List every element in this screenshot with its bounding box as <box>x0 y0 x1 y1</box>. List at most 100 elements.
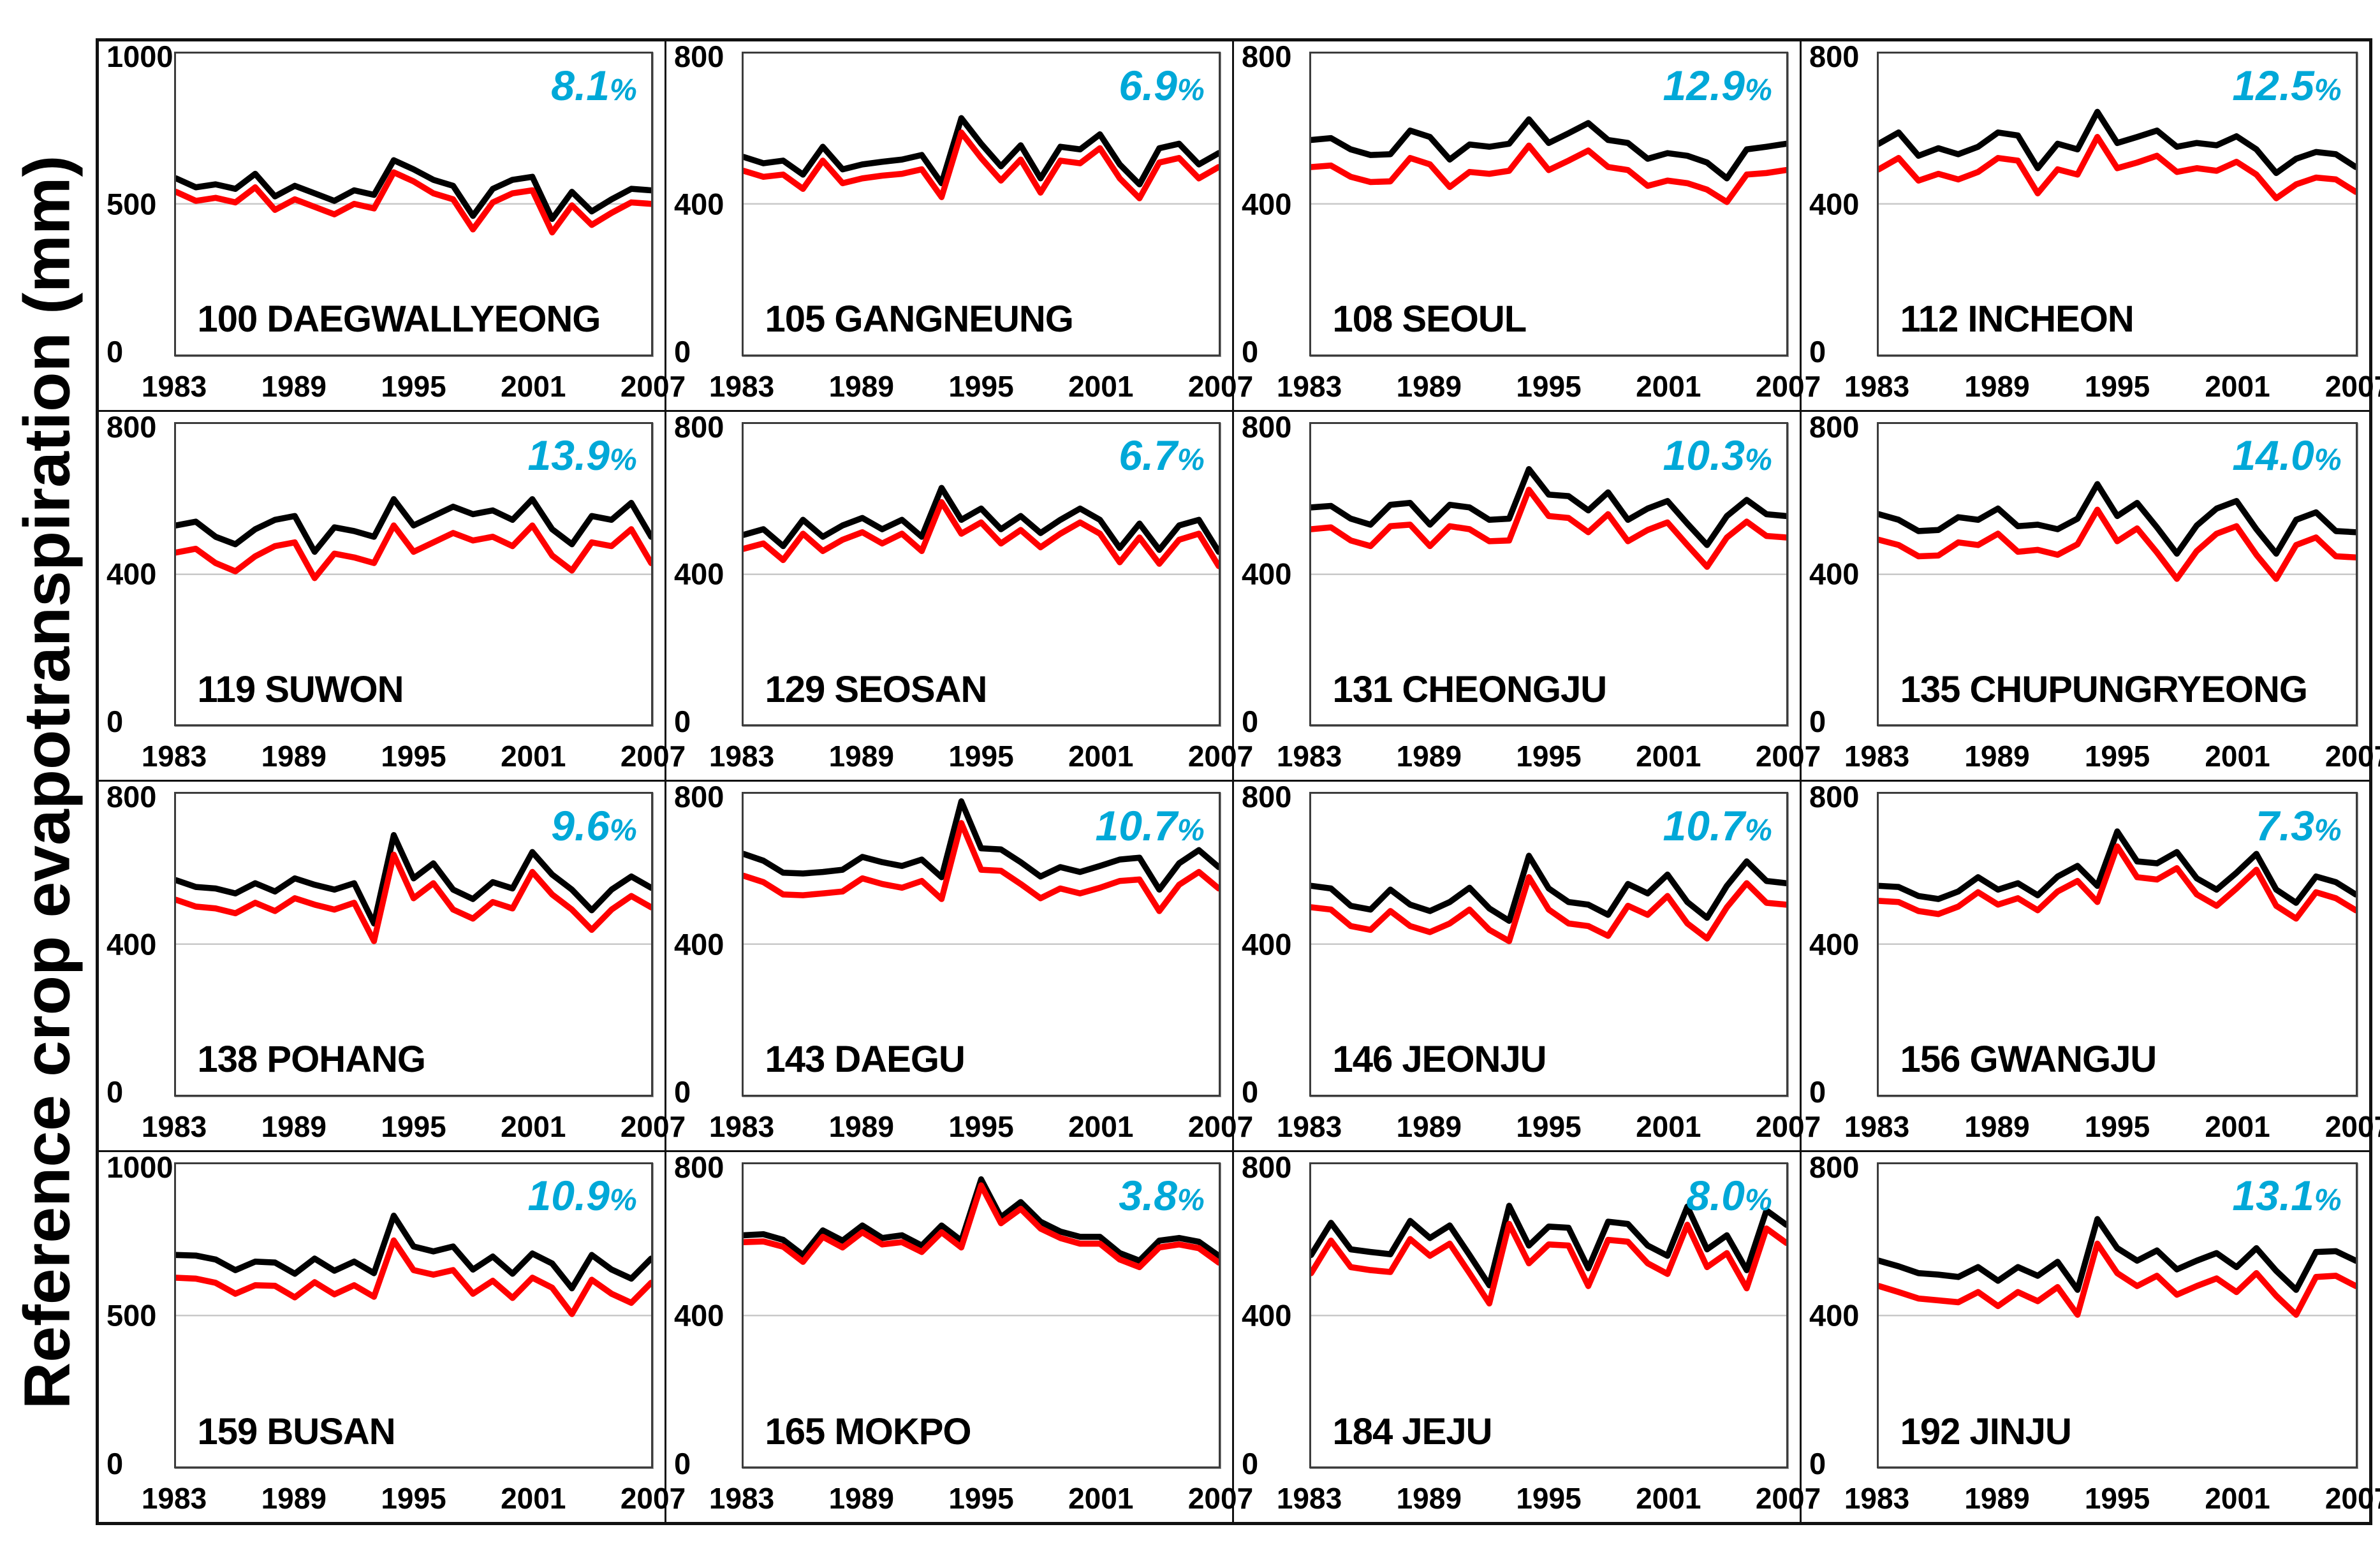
black-series-line <box>744 484 1219 555</box>
black-series-line <box>1879 1215 2356 1293</box>
x-tick-label: 1995 <box>2084 369 2150 403</box>
x-tick-label: 2001 <box>1068 369 1134 403</box>
y-tick-label: 800 <box>1242 1150 1292 1184</box>
red-series-line <box>1879 843 2356 922</box>
y-tick-label: 800 <box>1809 40 1860 74</box>
difference-percentage-label: 10.9% <box>528 1174 637 1217</box>
y-axis-ticks: 800 400 0 <box>1802 412 1877 736</box>
x-tick-label: 1995 <box>1516 369 1582 403</box>
black-series-line <box>1311 116 1786 182</box>
line-chart-canvas <box>1311 116 1786 205</box>
y-tick-label: 0 <box>1242 704 1259 738</box>
chart-panel-138: 800 400 0 9.6% 138 POHANG 1983 1989 1995 2001 200… <box>99 782 686 1152</box>
percent-sign: % <box>1177 813 1205 847</box>
line-chart-canvas <box>176 157 651 236</box>
y-axis-ticks: 800 400 0 <box>666 1152 742 1479</box>
x-tick-label: 2001 <box>1636 1482 1701 1515</box>
y-tick-label: 500 <box>107 1298 157 1333</box>
x-axis-ticks: 1983 1989 1995 2001 2007 <box>709 1468 1253 1522</box>
station-label: 184 JEJU <box>1332 1410 1493 1452</box>
x-tick-label: 1989 <box>261 369 327 403</box>
chart-panel-112: 800 400 0 12.5% 112 INCHEON 1983 1989 1995 2001 2… <box>1802 40 2380 412</box>
x-tick-label: 1983 <box>709 740 775 773</box>
plot-area: 10.9% 159 BUSAN <box>174 1162 653 1468</box>
line-chart-canvas <box>1879 108 2356 205</box>
chart-panel-146: 800 400 0 10.7% 146 JEONJU 1983 1989 1995 2001 20… <box>1234 782 1821 1152</box>
plot-area: 10.7% 143 DAEGU <box>742 792 1221 1097</box>
y-axis-ticks: 1000 500 0 <box>99 41 174 366</box>
chart-panel-165: 800 400 0 3.8% 165 MOKPO 1983 1989 1995 2001 2007 <box>666 1151 1253 1522</box>
x-tick-label: 1995 <box>1516 1109 1582 1143</box>
station-label: 108 SEOUL <box>1332 298 1527 340</box>
x-tick-label: 1989 <box>1964 1482 2030 1515</box>
station-label: 192 JINJU <box>1900 1410 2072 1452</box>
y-tick-label: 800 <box>1809 409 1860 444</box>
x-tick-label: 1989 <box>1964 740 2030 773</box>
x-tick-label: 1983 <box>709 1482 775 1515</box>
x-tick-label: 2001 <box>2205 1482 2270 1515</box>
chart-panel-119: 800 400 0 13.9% 119 SUWON 1983 1989 1995 2001 200… <box>99 411 686 782</box>
y-tick-label: 0 <box>1809 334 1826 369</box>
difference-percentage-label: 9.6% <box>551 805 636 847</box>
station-label: 112 INCHEON <box>1900 298 2134 340</box>
station-label: 131 CHEONGJU <box>1332 668 1608 710</box>
x-tick-label: 1989 <box>828 1109 894 1143</box>
station-label: 156 GWANGJU <box>1900 1039 2157 1081</box>
red-series-line <box>1879 134 2356 201</box>
x-tick-label: 2007 <box>1187 1482 1254 1515</box>
y-tick-label: 0 <box>107 334 124 369</box>
x-tick-label: 1989 <box>828 369 894 403</box>
x-tick-label: 1995 <box>1516 1482 1582 1515</box>
difference-percentage-label: 14.0% <box>2232 434 2341 476</box>
red-series-line <box>744 1181 1219 1270</box>
x-axis-ticks: 1983 1989 1995 2001 2007 <box>142 1468 686 1522</box>
x-tick-label: 1995 <box>381 369 446 403</box>
x-tick-label: 1995 <box>2084 1109 2150 1143</box>
black-series-line <box>744 115 1219 187</box>
y-tick-label: 400 <box>1809 927 1860 961</box>
x-tick-label: 1995 <box>948 1482 1014 1515</box>
x-tick-label: 1989 <box>1396 740 1462 773</box>
x-tick-label: 1995 <box>2084 740 2150 773</box>
y-tick-label: 0 <box>1242 334 1259 369</box>
y-tick-label: 0 <box>674 704 691 738</box>
percent-sign: % <box>1744 1183 1772 1218</box>
y-tick-label: 400 <box>674 1298 724 1333</box>
x-tick-label: 1983 <box>1276 1482 1342 1515</box>
red-series-line <box>176 522 651 581</box>
y-axis-ticks: 800 400 0 <box>666 782 742 1106</box>
y-tick-label: 400 <box>1242 1298 1292 1333</box>
y-tick-label: 0 <box>107 1446 124 1480</box>
percentage-value: 7.3 <box>2256 801 2314 849</box>
station-label: 165 MOKPO <box>765 1410 972 1452</box>
y-axis-ticks: 800 400 0 <box>1802 1152 1877 1479</box>
line-chart-canvas <box>744 1176 1219 1317</box>
red-series-line <box>744 499 1219 569</box>
chart-panel-129: 800 400 0 6.7% 129 SEOSAN 1983 1989 1995 2001 200… <box>666 411 1253 782</box>
plot-area: 6.7% 129 SEOSAN <box>742 421 1221 726</box>
x-tick-label: 2001 <box>501 740 566 773</box>
percentage-value: 8.1 <box>551 61 610 109</box>
y-axis-title: Reference crop evapotranspiration (mm) <box>10 155 84 1409</box>
chart-panel-135: 800 400 0 14.0% 135 CHUPUNGRYEONG 1983 1989 199… <box>1802 411 2380 782</box>
x-tick-label: 2001 <box>1068 740 1134 773</box>
chart-panel-131: 800 400 0 10.3% 131 CHEONGJU 1983 1989 1995 2001… <box>1234 411 1821 782</box>
plot-area: 10.3% 131 CHEONGJU <box>1309 421 1788 726</box>
y-axis-ticks: 800 400 0 <box>99 782 174 1106</box>
chart-panel-159: 1000 500 0 10.9% 159 BUSAN 1983 1989 1995 2001 20… <box>99 1151 686 1522</box>
plot-area: 10.7% 146 JEONJU <box>1309 792 1788 1097</box>
plot-area: 8.0% 184 JEJU <box>1309 1162 1788 1468</box>
y-axis-ticks: 800 400 0 <box>1234 41 1309 366</box>
red-series-line <box>1311 142 1786 205</box>
y-tick-label: 400 <box>107 927 157 961</box>
plot-area: 3.8% 165 MOKPO <box>742 1162 1221 1468</box>
x-tick-label: 2007 <box>1755 1482 1821 1515</box>
x-tick-label: 2007 <box>2325 369 2380 403</box>
y-tick-label: 0 <box>674 1074 691 1109</box>
plot-area: 8.1% 100 DAEGWALLYEONG <box>174 52 653 356</box>
x-axis-ticks: 1983 1989 1995 2001 2007 <box>709 356 1253 410</box>
x-tick-label: 1995 <box>381 1482 446 1515</box>
y-tick-label: 0 <box>674 334 691 369</box>
station-label: 146 JEONJU <box>1332 1039 1547 1081</box>
y-tick-label: 0 <box>1809 704 1826 738</box>
